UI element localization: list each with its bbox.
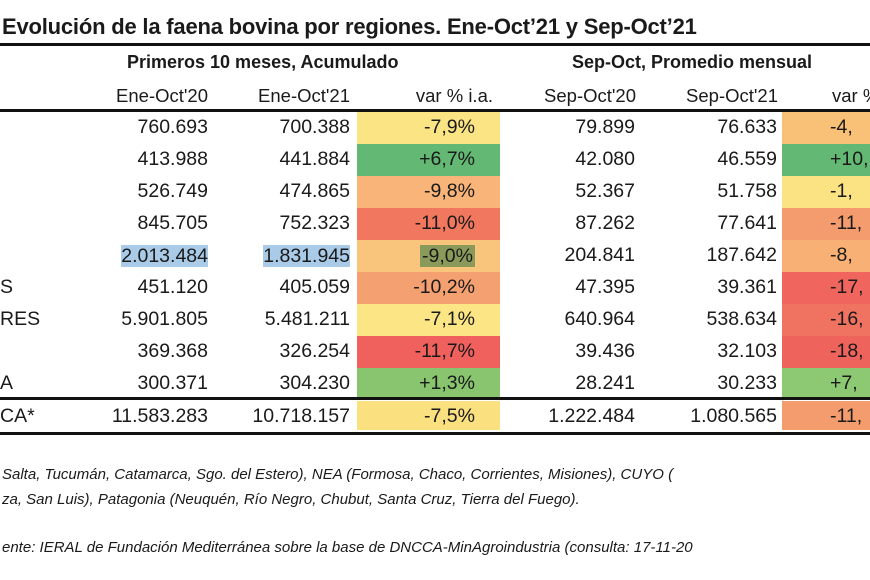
value-cell: 2.013.484	[121, 245, 208, 267]
var-cell-background	[782, 240, 870, 272]
var-percent-cell: -11,	[830, 405, 863, 427]
value-cell: 10.718.157	[252, 405, 350, 427]
value-cell: 1.831.945	[263, 245, 350, 267]
var-percent-cell: -11,0%	[414, 212, 475, 234]
var-cell-background	[357, 304, 500, 336]
value-cell: 474.865	[279, 180, 351, 202]
value-cell: 700.388	[279, 116, 351, 138]
value-cell: 413.988	[137, 148, 209, 170]
var-cell-background	[357, 368, 500, 400]
footnote: Salta, Tucumán, Catamarca, Sgo. del Este…	[2, 466, 674, 483]
value-cell: 47.395	[575, 276, 635, 298]
var-cell-background	[357, 112, 500, 144]
value-cell: 526.749	[137, 180, 209, 202]
divider	[0, 432, 870, 435]
var-percent-cell: -8,	[830, 244, 853, 266]
var-percent-cell: -7,1%	[424, 308, 475, 330]
var-percent-cell: -9,0%	[420, 245, 475, 267]
var-cell-background	[357, 272, 500, 304]
column-header: var %	[832, 85, 870, 106]
value-cell: 538.634	[706, 308, 778, 330]
divider	[0, 109, 870, 112]
var-percent-cell: -16,	[830, 308, 864, 330]
var-percent-cell: -11,7%	[414, 340, 475, 362]
group-header-accumulated: Primeros 10 meses, Acumulado	[127, 52, 399, 72]
var-cell-background	[782, 112, 870, 144]
var-percent-cell: -17,	[830, 276, 864, 298]
footnote: za, San Luis), Patagonia (Neuquén, Río N…	[2, 491, 580, 508]
value-cell: 87.262	[575, 212, 635, 234]
var-percent-cell: +1,3%	[419, 372, 475, 394]
var-cell-background	[782, 336, 870, 368]
var-cell-background	[357, 144, 500, 176]
value-cell: 52.367	[575, 180, 635, 202]
column-header: Ene-Oct'21	[258, 85, 350, 106]
value-cell: 451.120	[137, 276, 209, 298]
var-percent-cell: +6,7%	[419, 148, 475, 170]
divider	[0, 397, 870, 400]
var-percent-cell: -11,	[830, 212, 863, 234]
value-cell: 32.103	[717, 340, 777, 362]
value-cell: 326.254	[279, 340, 351, 362]
var-cell-background	[357, 208, 500, 240]
row-label: CA*	[0, 405, 35, 427]
value-cell: 1.080.565	[690, 405, 777, 427]
value-cell: 405.059	[279, 276, 351, 298]
column-header: var % i.a.	[415, 85, 493, 106]
var-cell-background	[357, 176, 500, 208]
value-cell: 11.583.283	[111, 405, 208, 427]
var-percent-cell: +7,	[830, 372, 858, 394]
value-cell: 77.641	[717, 212, 777, 234]
value-cell: 760.693	[137, 116, 209, 138]
var-cell-background	[782, 144, 870, 176]
column-header: Sep-Oct'21	[686, 85, 778, 106]
var-cell-background	[782, 401, 870, 430]
var-cell-background	[782, 304, 870, 336]
value-cell: 76.633	[717, 116, 777, 138]
var-percent-cell: -18,	[830, 340, 864, 362]
value-cell: 1.222.484	[548, 405, 635, 427]
value-cell: 300.371	[137, 372, 209, 394]
row-label: RES	[0, 308, 41, 330]
value-cell: 752.323	[279, 212, 351, 234]
source-note: ente: IERAL de Fundación Mediterránea so…	[2, 539, 693, 556]
var-cell-background	[782, 176, 870, 208]
row-label: S	[0, 276, 14, 298]
value-cell: 39.436	[575, 340, 635, 362]
var-percent-cell: -9,8%	[424, 180, 475, 202]
value-cell: 30.233	[717, 372, 777, 394]
value-cell: 187.642	[706, 244, 778, 266]
column-header: Sep-Oct'20	[544, 85, 636, 106]
value-cell: 39.361	[717, 276, 777, 298]
group-header-monthly-average: Sep-Oct, Promedio mensual	[572, 52, 813, 72]
row-label: A	[0, 372, 14, 394]
value-cell: 204.841	[564, 244, 636, 266]
value-cell: 369.368	[137, 340, 209, 362]
var-cell-background	[357, 336, 500, 368]
var-percent-cell: -7,9%	[424, 116, 475, 138]
value-cell: 42.080	[575, 148, 635, 170]
var-cell-background	[782, 208, 870, 240]
value-cell: 441.884	[279, 148, 351, 170]
value-cell: 304.230	[279, 372, 351, 394]
value-cell: 640.964	[564, 308, 636, 330]
var-percent-cell: -10,2%	[413, 276, 475, 298]
var-cell-background	[357, 401, 500, 430]
var-percent-cell: -1,	[830, 180, 853, 202]
divider	[0, 43, 870, 46]
value-cell: 28.241	[575, 372, 635, 394]
column-header: Ene-Oct'20	[116, 85, 208, 106]
var-percent-cell: -7,5%	[424, 405, 475, 427]
table-title: Evolución de la faena bovina por regione…	[2, 14, 697, 39]
value-cell: 845.705	[137, 212, 209, 234]
value-cell: 5.481.211	[264, 308, 350, 330]
value-cell: 51.758	[717, 180, 777, 202]
var-cell-background	[782, 272, 870, 304]
value-cell: 46.559	[717, 148, 777, 170]
var-cell-background	[782, 368, 870, 400]
var-percent-cell: +10,	[830, 148, 869, 170]
value-cell: 79.899	[575, 116, 635, 138]
value-cell: 5.901.805	[121, 308, 208, 330]
var-percent-cell: -4,	[830, 116, 853, 138]
